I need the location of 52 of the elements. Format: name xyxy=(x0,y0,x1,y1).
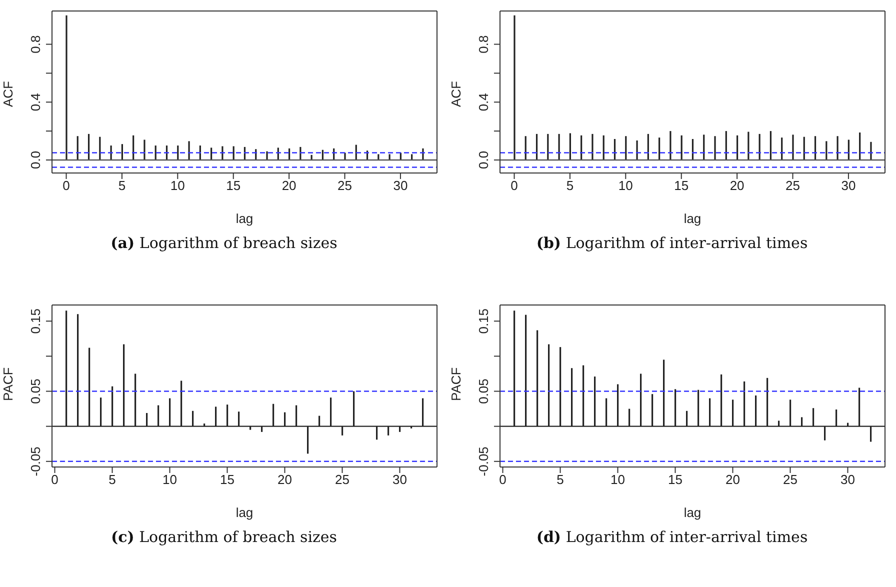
x-tick-label: 0 xyxy=(510,178,518,194)
text: (a) Logarithm of breach sizes xyxy=(110,234,338,252)
text: (c) Logarithm of breach sizes xyxy=(110,528,338,546)
y-axis-title: PACF xyxy=(0,366,16,400)
y-tick-label: 0.8 xyxy=(28,35,43,54)
y-axis-title: ACF xyxy=(0,80,16,107)
x-tick-label: 20 xyxy=(278,472,292,487)
y-tick-label: -0.05 xyxy=(28,446,43,476)
y-tick-label: 0.05 xyxy=(476,378,491,404)
x-tick-label: 15 xyxy=(226,178,241,194)
x-tick-label: 10 xyxy=(162,472,177,487)
x-tick-label: 30 xyxy=(840,472,855,487)
y-tick-label: 0.0 xyxy=(28,150,43,170)
x-axis-title: lag xyxy=(236,211,254,226)
x-tick-label: 30 xyxy=(841,178,856,194)
x-tick-label: 5 xyxy=(108,472,116,487)
x-tick-label: 20 xyxy=(726,472,740,487)
y-tick-label: 0.8 xyxy=(476,35,491,54)
x-tick-label: 20 xyxy=(282,178,296,194)
x-tick-label: 30 xyxy=(392,472,407,487)
x-tick-label: 20 xyxy=(730,178,744,194)
x-tick-label: 25 xyxy=(338,178,352,194)
x-tick-label: 15 xyxy=(674,178,689,194)
text: (d) Logarithm of inter-arrival times xyxy=(535,528,809,546)
text: (b) Logarithm of inter-arrival times xyxy=(535,234,809,252)
x-tick-label: 10 xyxy=(618,178,633,194)
y-tick-label: 0.4 xyxy=(476,93,491,112)
y-axis-title: ACF xyxy=(448,80,464,107)
x-tick-label: 5 xyxy=(566,178,574,194)
y-tick-label: 0.4 xyxy=(28,93,43,112)
y-tick-label: 0.15 xyxy=(476,308,491,334)
x-tick-label: 10 xyxy=(170,178,185,194)
y-tick-label: 0.15 xyxy=(28,308,43,334)
x-tick-label: 10 xyxy=(610,472,625,487)
x-tick-label: 0 xyxy=(62,178,70,194)
y-tick-label: 0.0 xyxy=(476,150,491,170)
y-tick-label: 0.05 xyxy=(28,378,43,404)
x-tick-label: 30 xyxy=(393,178,408,194)
x-axis-title: lag xyxy=(236,504,254,520)
x-tick-label: 5 xyxy=(556,472,564,487)
x-tick-label: 25 xyxy=(786,178,800,194)
y-tick-label: -0.05 xyxy=(476,446,491,476)
x-tick-label: 25 xyxy=(335,472,350,487)
y-axis-title: PACF xyxy=(448,366,464,400)
x-tick-label: 25 xyxy=(783,472,798,487)
x-tick-label: 0 xyxy=(499,472,506,487)
x-tick-label: 15 xyxy=(668,472,682,487)
x-tick-label: 15 xyxy=(220,472,234,487)
x-axis-title: lag xyxy=(684,504,702,520)
x-axis-title: lag xyxy=(684,211,702,226)
x-tick-label: 5 xyxy=(118,178,126,194)
x-tick-label: 0 xyxy=(51,472,58,487)
